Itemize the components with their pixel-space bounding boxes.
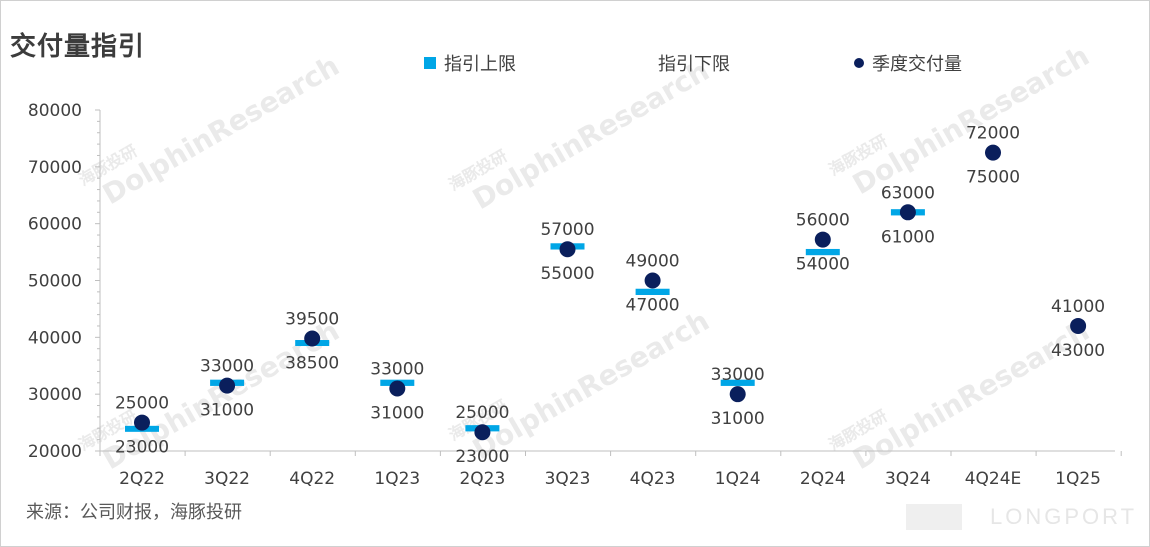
guidance-bar — [805, 248, 840, 256]
delivery-dot — [985, 144, 1001, 161]
legend-upper-label: 指引上限 — [444, 54, 516, 75]
legend-item-upper: 指引上限 — [424, 50, 516, 76]
brand-mark-icon — [906, 504, 962, 530]
upper-label: 25000 — [455, 403, 509, 423]
lower-label: 23000 — [455, 447, 509, 467]
legend-actual-label: 季度交付量 — [872, 54, 962, 75]
lower-label: 31000 — [370, 403, 424, 423]
delivery-dot — [644, 272, 661, 289]
delivery-dot — [559, 241, 576, 258]
delivery-dot — [304, 330, 321, 347]
x-tick-label: 3Q23 — [545, 469, 591, 489]
x-tick-label: 2Q23 — [459, 469, 505, 489]
x-tick-label: 1Q25 — [1055, 469, 1101, 489]
delivery-dot — [389, 380, 406, 397]
y-tick-label: 60000 — [28, 215, 82, 235]
upper-label: 72000 — [966, 124, 1020, 144]
legend-actual-swatch — [854, 58, 864, 68]
upper-label: 39500 — [285, 309, 339, 329]
watermark-text-5: DolphinResearch — [847, 314, 1095, 476]
upper-label: 63000 — [881, 183, 935, 203]
y-tick-label: 30000 — [28, 385, 82, 405]
y-tick-label: 50000 — [28, 272, 82, 292]
delivery-dot — [814, 231, 831, 248]
lower-label: 43000 — [1051, 341, 1105, 361]
delivery-dot — [219, 377, 236, 394]
legend-item-actual: 季度交付量 — [854, 50, 962, 76]
guidance-bar — [720, 379, 755, 386]
legend-item-lower: 指引下限 — [638, 50, 730, 76]
lower-label: 47000 — [626, 296, 680, 316]
upper-label: 33000 — [711, 365, 765, 385]
chart-axes: 20000 30000 40000 50000 60000 70000 80000 2Q22 3… — [28, 101, 1122, 489]
x-tick-label: 4Q23 — [630, 469, 676, 489]
watermark-text-1: DolphinResearch — [467, 54, 715, 216]
upper-label: 49000 — [626, 252, 680, 272]
x-tick-label: 4Q24E — [965, 469, 1022, 489]
x-tick-label: 1Q24 — [715, 469, 761, 489]
lower-label: 55000 — [540, 264, 594, 284]
upper-label: 57000 — [540, 220, 594, 240]
brand-name: LONGPORT — [990, 504, 1138, 529]
y-tick-label: 20000 — [28, 442, 82, 462]
lower-label: 75000 — [966, 168, 1020, 188]
data-labels: 25000 33000 39500 33000 25000 57000 49000 33000… — [115, 124, 1105, 468]
delivery-dots — [134, 144, 1087, 441]
x-tick-label: 2Q24 — [800, 469, 846, 489]
upper-label: 41000 — [1051, 297, 1105, 317]
legend-lower-label: 指引下限 — [658, 54, 730, 75]
y-tick-label: 40000 — [28, 328, 82, 348]
lower-label: 31000 — [200, 401, 254, 421]
watermark-text-0: DolphinResearch — [97, 49, 345, 211]
chart-title: 交付量指引 — [10, 32, 146, 62]
brand-logo: LONGPORT — [906, 504, 1137, 530]
delivery-dot — [899, 204, 916, 221]
lower-label: 54000 — [796, 255, 850, 275]
watermark-text-4: DolphinResearch — [467, 304, 715, 466]
lower-label: 61000 — [881, 227, 935, 247]
x-tick-label: 2Q22 — [119, 469, 165, 489]
y-tick-label: 80000 — [28, 101, 82, 121]
x-tick-label: 3Q24 — [885, 469, 931, 489]
upper-label: 25000 — [115, 394, 169, 414]
delivery-dot — [729, 386, 746, 403]
delivery-dot — [1070, 317, 1087, 334]
upper-label: 33000 — [200, 357, 254, 377]
upper-label: 56000 — [796, 211, 850, 231]
x-tick-label: 4Q22 — [289, 469, 335, 489]
x-tick-label: 3Q22 — [204, 469, 250, 489]
delivery-dot — [474, 424, 491, 441]
x-tick-label: 1Q23 — [374, 469, 420, 489]
lower-label: 31000 — [711, 409, 765, 429]
lower-label: 38500 — [285, 353, 339, 373]
lower-label: 23000 — [115, 438, 169, 458]
source-note: 来源：公司财报，海豚投研 — [26, 502, 242, 523]
legend-upper-swatch — [424, 57, 436, 69]
y-tick-label: 70000 — [28, 158, 82, 178]
legend-lower-swatch — [638, 57, 650, 69]
upper-label: 33000 — [370, 359, 424, 379]
guidance-bar — [635, 288, 670, 295]
delivery-dot — [134, 414, 150, 431]
